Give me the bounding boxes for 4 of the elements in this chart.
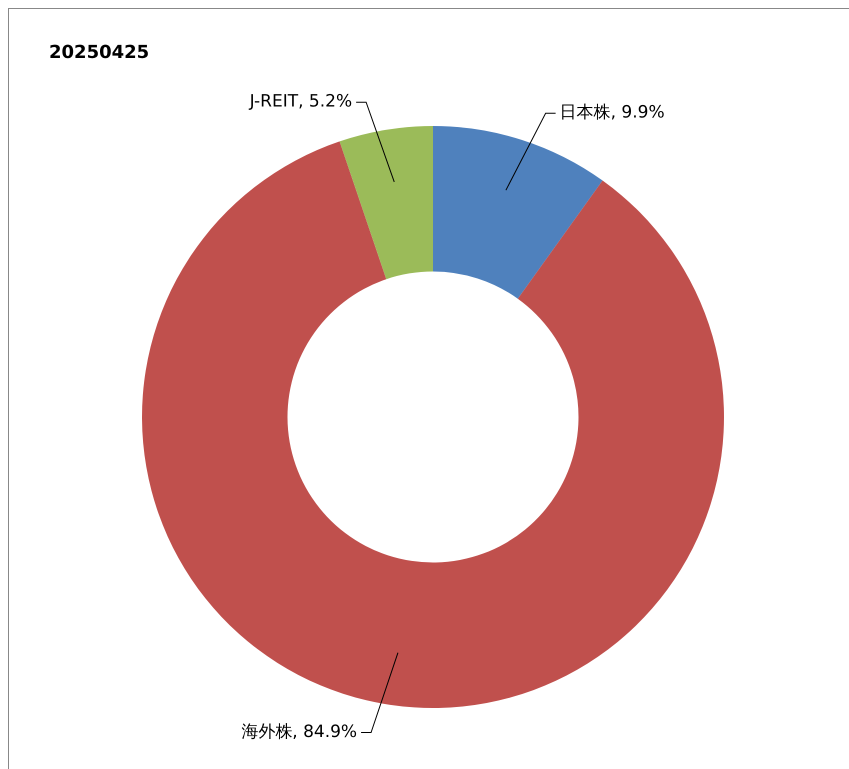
chart-title: 20250425 [49, 42, 150, 63]
slice-label: J-REIT, 5.2% [248, 92, 352, 112]
slice-label: 日本株, 9.9% [560, 102, 665, 123]
slice-label: 海外株, 84.9% [241, 722, 358, 742]
